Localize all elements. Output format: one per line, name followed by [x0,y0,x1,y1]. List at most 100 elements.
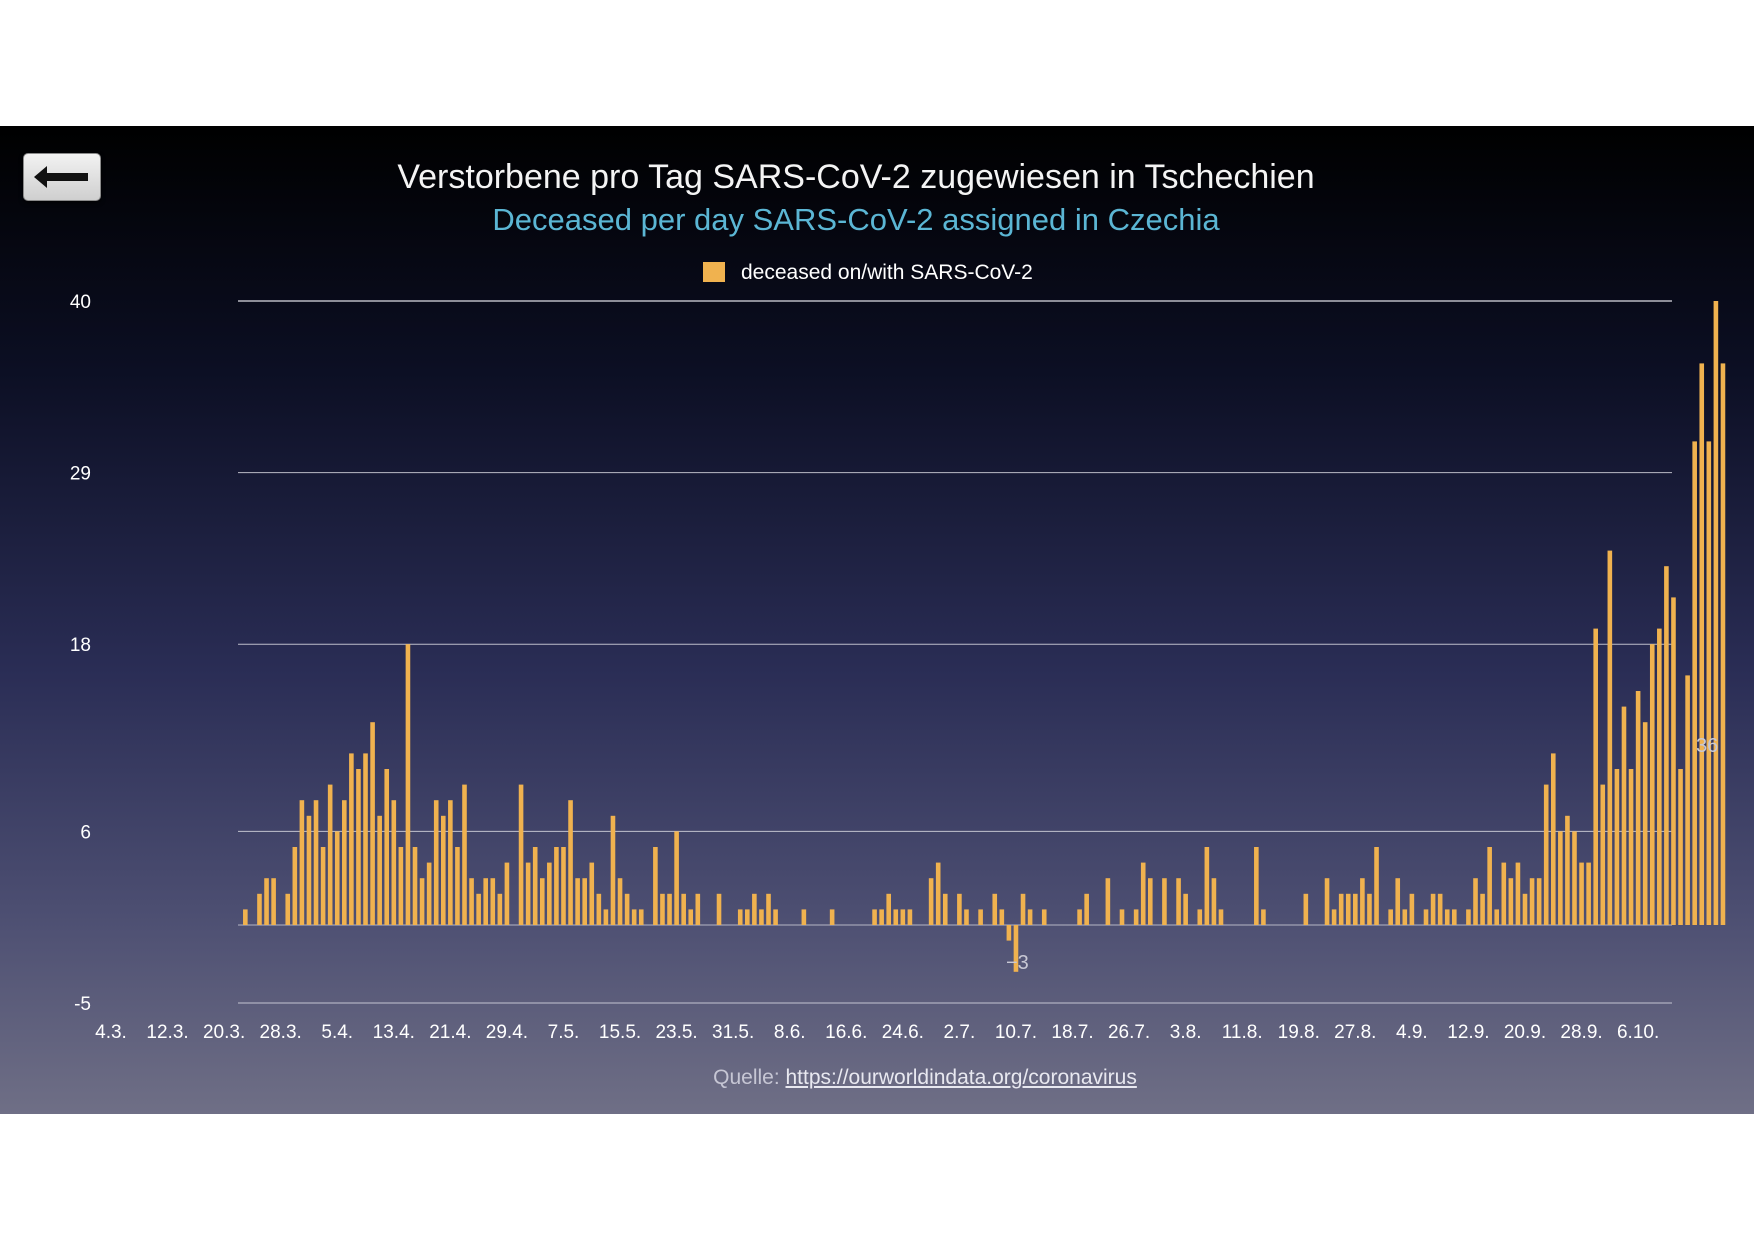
bar [1041,909,1047,925]
bar [1501,862,1507,925]
bar [518,784,524,925]
bar [964,909,969,925]
bar [992,893,998,925]
bar [1600,784,1606,925]
bar [886,893,891,925]
bar [539,878,545,925]
legend-label: deceased on/with SARS-CoV-2 [741,261,1033,284]
bar [688,909,694,925]
bar [1211,878,1217,925]
x-tick-label: 15.5. [599,1022,641,1043]
x-tick-label: 3.8. [1170,1022,1202,1043]
bar [1119,909,1125,925]
legend-swatch [703,262,725,282]
bar [773,909,778,925]
bar [1713,301,1719,925]
bar [1409,893,1415,925]
x-tick-label: 10.7. [995,1022,1037,1043]
y-tick-label: 29 [70,464,91,485]
x-axis-labels: 4.3. 12.3. 20.3. 28.3. 5.4. 13.4. 21.4. 29.4. 7.… [95,1022,1659,1043]
bar [525,862,531,925]
bar [462,784,467,925]
bar [1402,909,1408,925]
bar [440,815,446,925]
bar [1367,893,1372,925]
bar [575,878,580,925]
bar [1140,862,1146,925]
x-tick-label: 26.7. [1108,1022,1150,1043]
bar [1444,909,1450,925]
bar [829,909,835,925]
x-tick-label: 5.4. [321,1022,353,1043]
bar [1020,893,1026,925]
bar [271,878,276,925]
x-tick-label: 23.5. [655,1022,697,1043]
bar [320,847,326,925]
bar [653,847,658,925]
bar [412,847,418,925]
bar [1204,847,1210,925]
chart-subtitle: Deceased per day SARS-CoV-2 assigned in … [492,202,1220,237]
bar [957,893,962,925]
bar [667,893,672,925]
bar [1671,597,1676,925]
x-tick-label: 21.4. [429,1022,471,1043]
bar [1706,441,1712,925]
bar [681,893,686,925]
bar [928,878,934,925]
bar [716,893,722,925]
bar [1649,644,1655,925]
bar [603,909,609,925]
y-tick-label: 6 [80,822,91,843]
x-tick-label: 19.8. [1278,1022,1320,1043]
x-tick-label: 16.6. [825,1022,867,1043]
bar [1254,847,1259,925]
bar [405,644,411,925]
bar [1593,628,1598,925]
bar [1466,909,1471,925]
bar [1452,909,1457,925]
x-tick-label: 12.9. [1447,1022,1489,1043]
x-tick-label: 2.7. [944,1022,976,1043]
bar [596,893,602,925]
y-tick-label: 18 [70,635,91,656]
bar [370,722,375,925]
bar [426,862,432,925]
bar [1162,878,1167,925]
bar [1176,878,1181,925]
source-note: Quelle: https://ourworldindata.org/coron… [0,1066,1754,1090]
bar [419,878,425,925]
bar [1529,878,1535,925]
bar [504,862,510,925]
source-link[interactable]: https://ourworldindata.org/coronavirus [785,1066,1137,1089]
bar [1218,909,1224,925]
bar [631,909,637,925]
bar [907,909,913,925]
x-tick-label: 28.9. [1560,1022,1602,1043]
bar [1473,878,1478,925]
bar [766,893,771,925]
bar [377,815,382,925]
bar [745,909,750,925]
bar [1388,909,1393,925]
bar [1550,753,1556,925]
bar [893,909,899,925]
bar [900,909,906,925]
bar [469,878,474,925]
bar [737,909,743,925]
bar [1027,909,1033,925]
y-axis-labels: 40 29 18 6 -5 [70,292,91,1015]
bar [532,847,538,925]
back-button[interactable] [23,153,101,201]
bar [1508,878,1514,925]
bar [872,909,877,925]
bar [1664,566,1669,925]
bar [1614,769,1620,925]
annotation-label: −3 [1006,952,1029,974]
bar-chart: 40 29 18 6 -5 4.3. 12.3. 20.3. 28.3. 5.4. 13.4. 21… [70,292,1726,1043]
bar [398,847,404,925]
bar [1395,878,1401,925]
bar [1678,769,1683,925]
x-tick-label: 27.8. [1334,1022,1376,1043]
bar [660,893,665,925]
